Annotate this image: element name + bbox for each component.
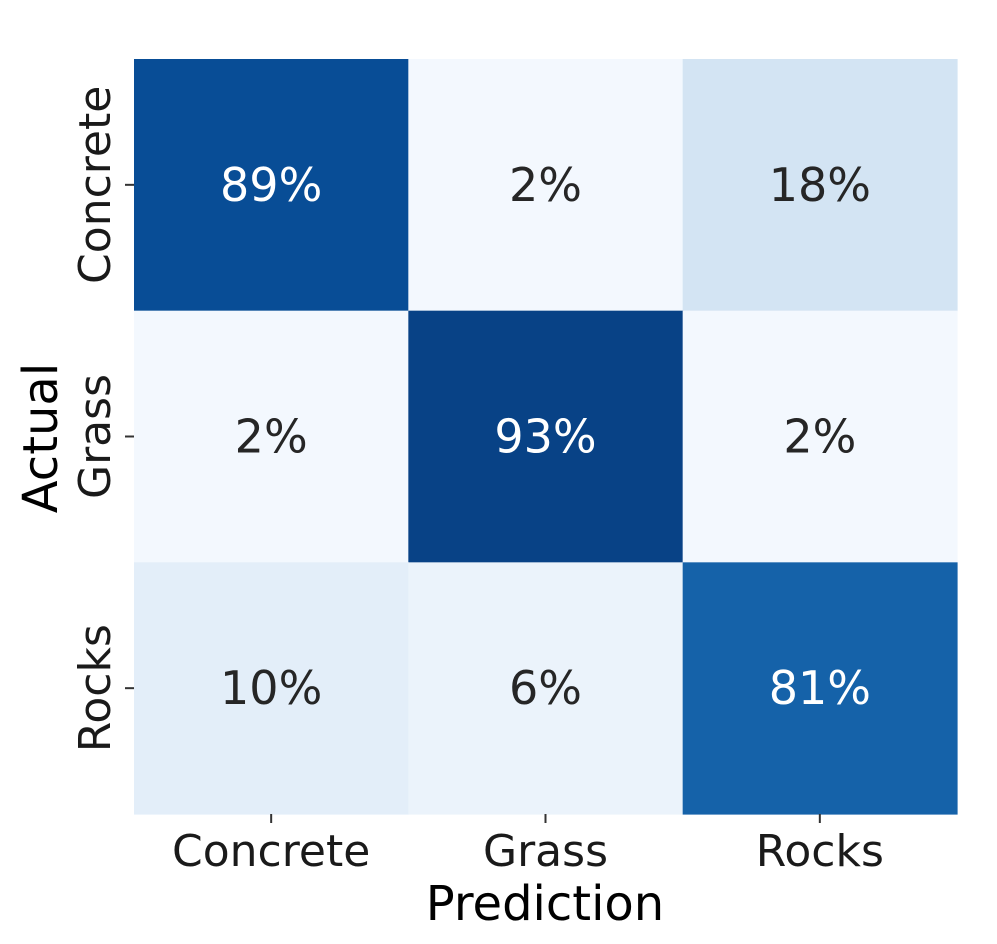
- heatmap-cells: [134, 59, 958, 815]
- cell-value-label-0-1: 2%: [509, 158, 582, 212]
- heatmap-cell-1-1: [408, 310, 684, 563]
- y-axis-title: Actual: [13, 363, 69, 513]
- heatmap-cell-1-2: [682, 310, 958, 563]
- heatmap-cell-2-1: [408, 562, 684, 815]
- heatmap-cell-0-1: [408, 59, 684, 312]
- y-tick-label-2: Rocks: [70, 624, 121, 752]
- y-tick-label-1: Grass: [70, 374, 121, 499]
- cell-value-label-0-2: 18%: [769, 158, 871, 212]
- cell-value-label-0-0: 89%: [220, 158, 322, 212]
- heatmap-cell-2-0: [134, 562, 409, 815]
- x-axis-title: Prediction: [426, 876, 664, 932]
- cell-value-label-2-0: 10%: [220, 661, 322, 715]
- x-tick-label-0: Concrete: [172, 826, 370, 877]
- cell-value-label-2-1: 6%: [509, 661, 582, 715]
- cell-value-label-1-1: 93%: [494, 410, 596, 464]
- heatmap-cell-1-0: [134, 310, 409, 563]
- tick-labels: Concrete Grass Rocks Concrete Grass Rocks: [70, 86, 884, 877]
- cell-value-label-2-2: 81%: [769, 661, 871, 715]
- x-tick-label-1: Grass: [483, 826, 608, 877]
- heatmap-cell-0-2: [682, 59, 958, 312]
- axis-ticks: [125, 183, 821, 823]
- x-tick-label-2: Rocks: [756, 826, 884, 877]
- cell-value-label-1-2: 2%: [783, 410, 856, 464]
- heatmap-cell-0-0: [134, 59, 409, 312]
- cell-value-label-1-0: 2%: [235, 410, 308, 464]
- y-tick-label-0: Concrete: [70, 86, 121, 284]
- cell-annotations: 89% 2% 18% 2% 93% 2% 10% 6% 81%: [220, 158, 871, 715]
- heatmap-cell-2-2: [682, 562, 958, 815]
